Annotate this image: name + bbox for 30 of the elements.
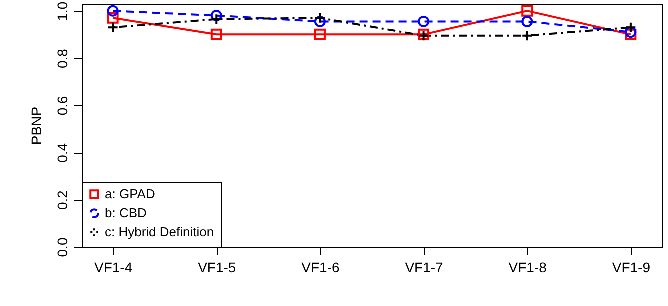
- point: [625, 22, 637, 34]
- y-tick-label: 0.6: [54, 96, 70, 116]
- x-tick-label: VF1-7: [405, 260, 444, 276]
- point: [522, 5, 534, 17]
- point: [210, 10, 222, 22]
- point: [107, 5, 119, 17]
- y-axis-title: PBNP: [28, 106, 44, 146]
- point: [107, 12, 119, 24]
- y-tick-label: 0.2: [54, 190, 70, 210]
- y-tick-label: 0.4: [54, 143, 70, 163]
- y-tick-label: 1.0: [54, 2, 70, 22]
- x-tick-label: VF1-5: [198, 260, 236, 276]
- point: [107, 22, 119, 34]
- x-tick-label: VF1-9: [612, 260, 651, 276]
- x-tick-label: VF1-6: [302, 260, 340, 276]
- point: [314, 16, 326, 28]
- legend-label: c: Hybrid Definition: [105, 224, 214, 240]
- legend-label: b: CBD: [105, 206, 147, 220]
- y-tick-label: 0.8: [54, 48, 70, 68]
- point: [522, 16, 534, 28]
- x-tick-label: VF1-8: [508, 260, 548, 276]
- point: [314, 12, 326, 24]
- point: [418, 16, 430, 28]
- point: [210, 14, 222, 26]
- point: [314, 28, 326, 40]
- point: [210, 28, 222, 40]
- y-tick-label: 0.0: [54, 238, 70, 258]
- legend-label: a: GPAD: [105, 186, 156, 202]
- x-tick-label: VF1-4: [94, 260, 133, 276]
- point: [522, 30, 534, 42]
